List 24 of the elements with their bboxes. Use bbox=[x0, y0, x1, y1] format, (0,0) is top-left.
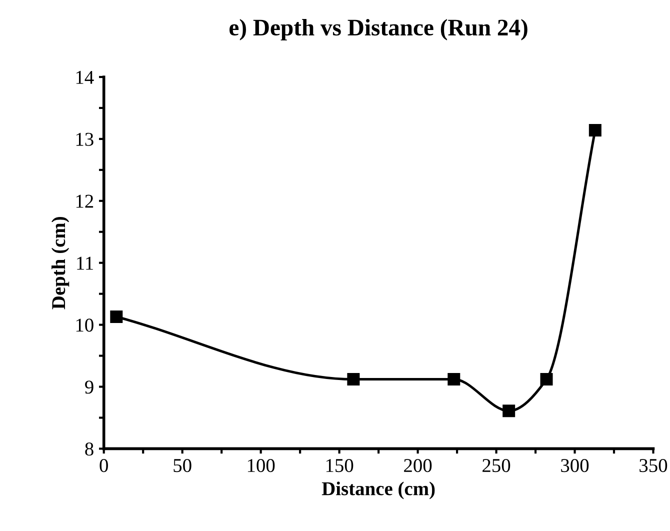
y-tick-label: 9 bbox=[85, 380, 94, 394]
point bbox=[540, 373, 553, 386]
x-axis-title: Distance (cm) bbox=[322, 482, 435, 500]
point bbox=[110, 310, 123, 323]
y-tick-label: 14 bbox=[76, 70, 94, 84]
y-tick-label: 8 bbox=[85, 442, 94, 456]
y-tick-label: 11 bbox=[77, 256, 93, 270]
x-tick-label: 150 bbox=[326, 458, 354, 472]
x-tick-label: 300 bbox=[561, 458, 589, 472]
point bbox=[588, 124, 602, 137]
chart-title: e) Depth vs Distance (Run 24) bbox=[230, 18, 528, 40]
x-tick-label: 50 bbox=[174, 458, 192, 472]
point bbox=[448, 373, 460, 386]
x-tick-label: 100 bbox=[248, 458, 275, 472]
point bbox=[502, 404, 516, 418]
y-tick-label: 13 bbox=[76, 132, 94, 146]
x-tick-label: 200 bbox=[404, 458, 432, 472]
y-tick-label: 12 bbox=[76, 194, 94, 208]
point bbox=[347, 373, 360, 386]
x-tick-label: 350 bbox=[640, 458, 668, 472]
y-tick-label: 10 bbox=[76, 318, 94, 332]
x-tick-label: 0 bbox=[100, 458, 108, 472]
y-axis-title: Depth (cm) bbox=[51, 216, 70, 310]
x-tick-label: 250 bbox=[482, 458, 510, 472]
